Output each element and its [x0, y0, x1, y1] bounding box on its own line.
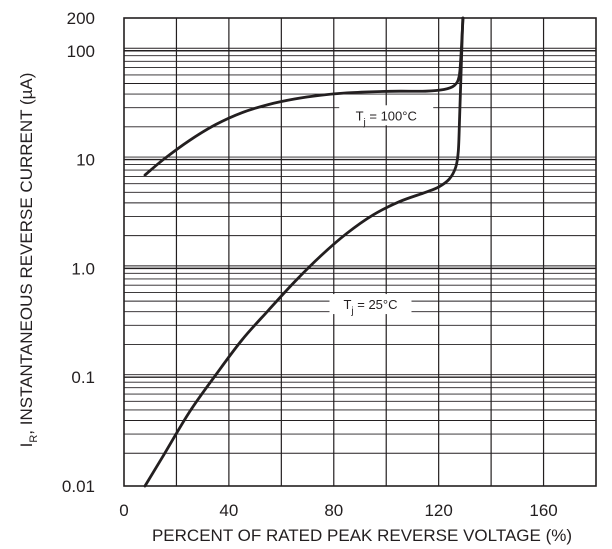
- x-tick-label: 120: [424, 501, 452, 520]
- series-label: Tj = 25°C: [343, 297, 397, 317]
- series-label-rest: = 100°C: [366, 108, 417, 123]
- series-label-background: [339, 105, 434, 126]
- curve-labels: Tj = 100°CTj = 25°C: [329, 105, 434, 317]
- y-axis-title: IR, INSTANTANEOUS REVERSE CURRENT (µA): [17, 73, 40, 448]
- series-label-sub: j: [350, 306, 353, 317]
- series-label-main: T: [343, 297, 351, 312]
- series-line: [143, 16, 465, 488]
- y-axis-title-rest: , INSTANTANEOUS REVERSE CURRENT (µA): [17, 73, 36, 435]
- y-tick-label: 0.1: [71, 368, 95, 387]
- plot-frame: [123, 17, 597, 487]
- x-tick-label: 80: [324, 501, 343, 520]
- series-label: Tj = 100°C: [356, 108, 417, 128]
- x-tick-labels: 0 40 80 120 160: [119, 501, 557, 520]
- y-tick-label: 10: [76, 151, 95, 170]
- y-tick-label: 1.0: [71, 259, 95, 278]
- grid: [124, 18, 596, 486]
- x-axis-title: PERCENT OF RATED PEAK REVERSE VOLTAGE (%…: [152, 526, 572, 545]
- x-tick-label: 0: [119, 501, 128, 520]
- y-axis-title-sub: R: [28, 435, 40, 443]
- series-label-rest: = 25°C: [354, 297, 398, 312]
- series-label-sub: j: [363, 117, 366, 128]
- y-tick-label: 200: [67, 9, 95, 28]
- curves: [143, 16, 465, 488]
- x-tick-label: 160: [529, 501, 557, 520]
- series-label-background: [329, 294, 412, 315]
- series-line: [143, 16, 465, 177]
- y-axis-title-main: I: [17, 443, 36, 448]
- series-label-main: T: [356, 108, 364, 123]
- y-tick-labels: 200 100 10 1.0 0.1 0.01: [62, 9, 95, 496]
- y-tick-label: 100: [67, 42, 95, 61]
- x-tick-label: 40: [219, 501, 238, 520]
- y-tick-label: 0.01: [62, 477, 95, 496]
